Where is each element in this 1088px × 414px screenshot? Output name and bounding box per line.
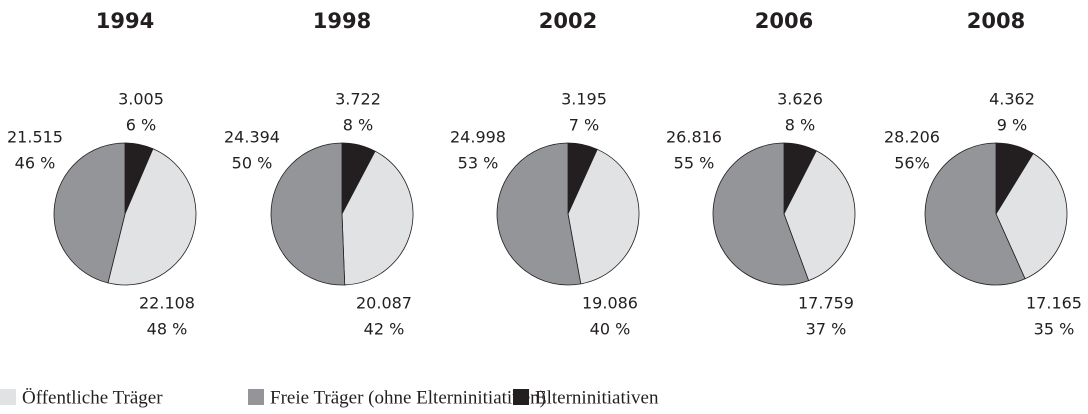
value-label: 24.394 — [224, 128, 280, 147]
percent-label: 40 % — [590, 320, 631, 339]
pie-slice — [995, 152, 1068, 280]
pie-slice — [567, 148, 640, 285]
percent-label: 37 % — [806, 320, 847, 339]
legend-swatch — [248, 389, 264, 405]
value-label: 3.005 — [118, 90, 164, 109]
pie-slice — [783, 150, 856, 282]
value-label: 3.626 — [777, 90, 823, 109]
percent-label: 55 % — [674, 154, 715, 173]
percent-label: 42 % — [364, 320, 405, 339]
percent-label: 50 % — [232, 154, 273, 173]
legend-swatch — [0, 389, 16, 405]
chart-title: 1994 — [96, 9, 154, 33]
percent-label: 35 % — [1034, 320, 1075, 339]
percent-label: 8 % — [785, 116, 815, 135]
percent-label: 7 % — [569, 116, 599, 135]
percent-label: 6 % — [126, 116, 156, 135]
value-label: 17.165 — [1026, 294, 1082, 313]
value-label: 22.108 — [139, 294, 195, 313]
value-label: 19.086 — [582, 294, 638, 313]
value-label: 26.816 — [666, 128, 722, 147]
legend-swatch — [513, 389, 529, 405]
pie-slice — [53, 142, 126, 284]
chart-title: 2008 — [967, 9, 1025, 33]
chart-title: 2002 — [539, 9, 597, 33]
percent-label: 9 % — [997, 116, 1027, 135]
percent-label: 53 % — [458, 154, 499, 173]
pie-slice — [496, 142, 582, 286]
pie-slice — [341, 150, 414, 286]
value-label: 24.998 — [450, 128, 506, 147]
pie-slice — [270, 142, 346, 286]
chart-title: 1998 — [313, 9, 371, 33]
value-label: 3.195 — [561, 90, 607, 109]
pie-slice — [107, 148, 197, 286]
percent-label: 46 % — [15, 154, 56, 173]
legend-label: Freie Träger (ohne Elterninitiativen) — [270, 387, 546, 408]
percent-label: 56% — [894, 154, 930, 173]
value-label: 20.087 — [356, 294, 412, 313]
legend-label: Öffentliche Träger — [22, 387, 163, 408]
percent-label: 48 % — [147, 320, 188, 339]
chart-title: 2006 — [755, 9, 813, 33]
value-label: 28.206 — [884, 128, 940, 147]
legend-label: Elterninitiativen — [535, 387, 659, 408]
pie-slice — [924, 142, 1026, 286]
value-label: 3.722 — [335, 90, 381, 109]
value-label: 21.515 — [7, 128, 63, 147]
pie-slice — [712, 142, 810, 286]
value-label: 17.759 — [798, 294, 854, 313]
percent-label: 8 % — [343, 116, 373, 135]
value-label: 4.362 — [989, 90, 1035, 109]
